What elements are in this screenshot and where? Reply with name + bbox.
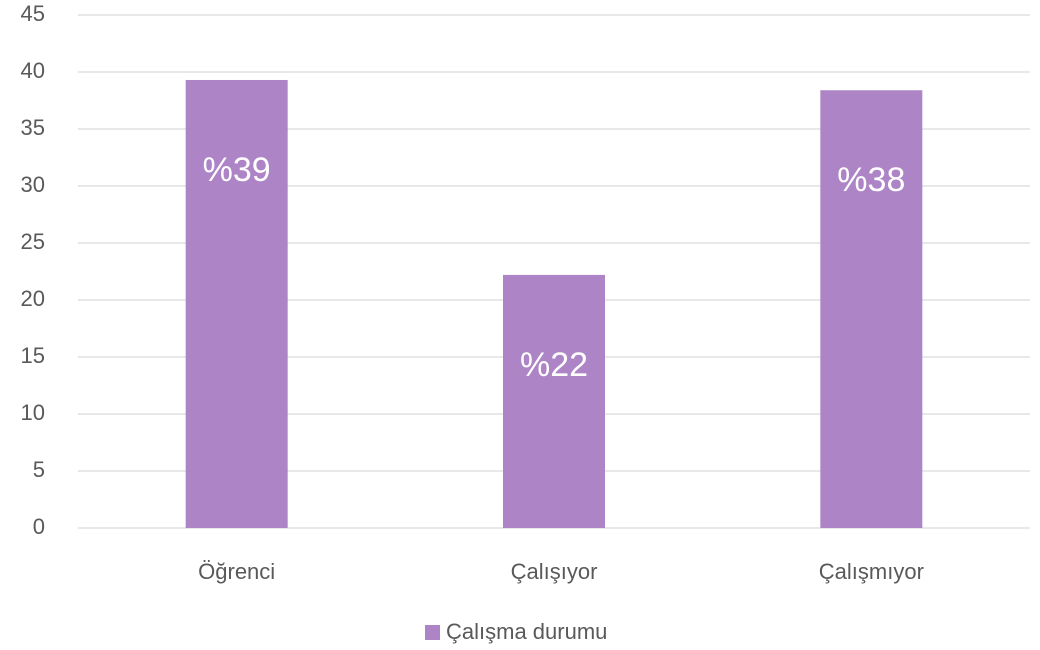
y-tick-label: 5 (33, 457, 45, 482)
y-tick-label: 20 (21, 286, 45, 311)
data-label: %22 (520, 346, 588, 384)
y-tick-label: 10 (21, 400, 45, 425)
legend-label: Çalışma durumu (446, 619, 607, 644)
legend-swatch (425, 625, 440, 640)
y-tick-label: 0 (33, 514, 45, 539)
x-tick-label: Çalışıyor (511, 559, 598, 584)
y-tick-label: 40 (21, 58, 45, 83)
y-tick-label: 35 (21, 115, 45, 140)
x-tick-label: Çalışmıyor (819, 559, 924, 584)
bar (503, 274, 605, 528)
y-tick-label: 25 (21, 229, 45, 254)
bar (185, 79, 288, 528)
data-label: %39 (203, 151, 271, 189)
y-tick-label: 15 (21, 343, 45, 368)
x-tick-label: Öğrenci (198, 559, 275, 584)
y-tick-label: 45 (21, 1, 45, 26)
bar (820, 90, 923, 529)
y-tick-label: 30 (21, 172, 45, 197)
data-label: %38 (837, 161, 905, 199)
